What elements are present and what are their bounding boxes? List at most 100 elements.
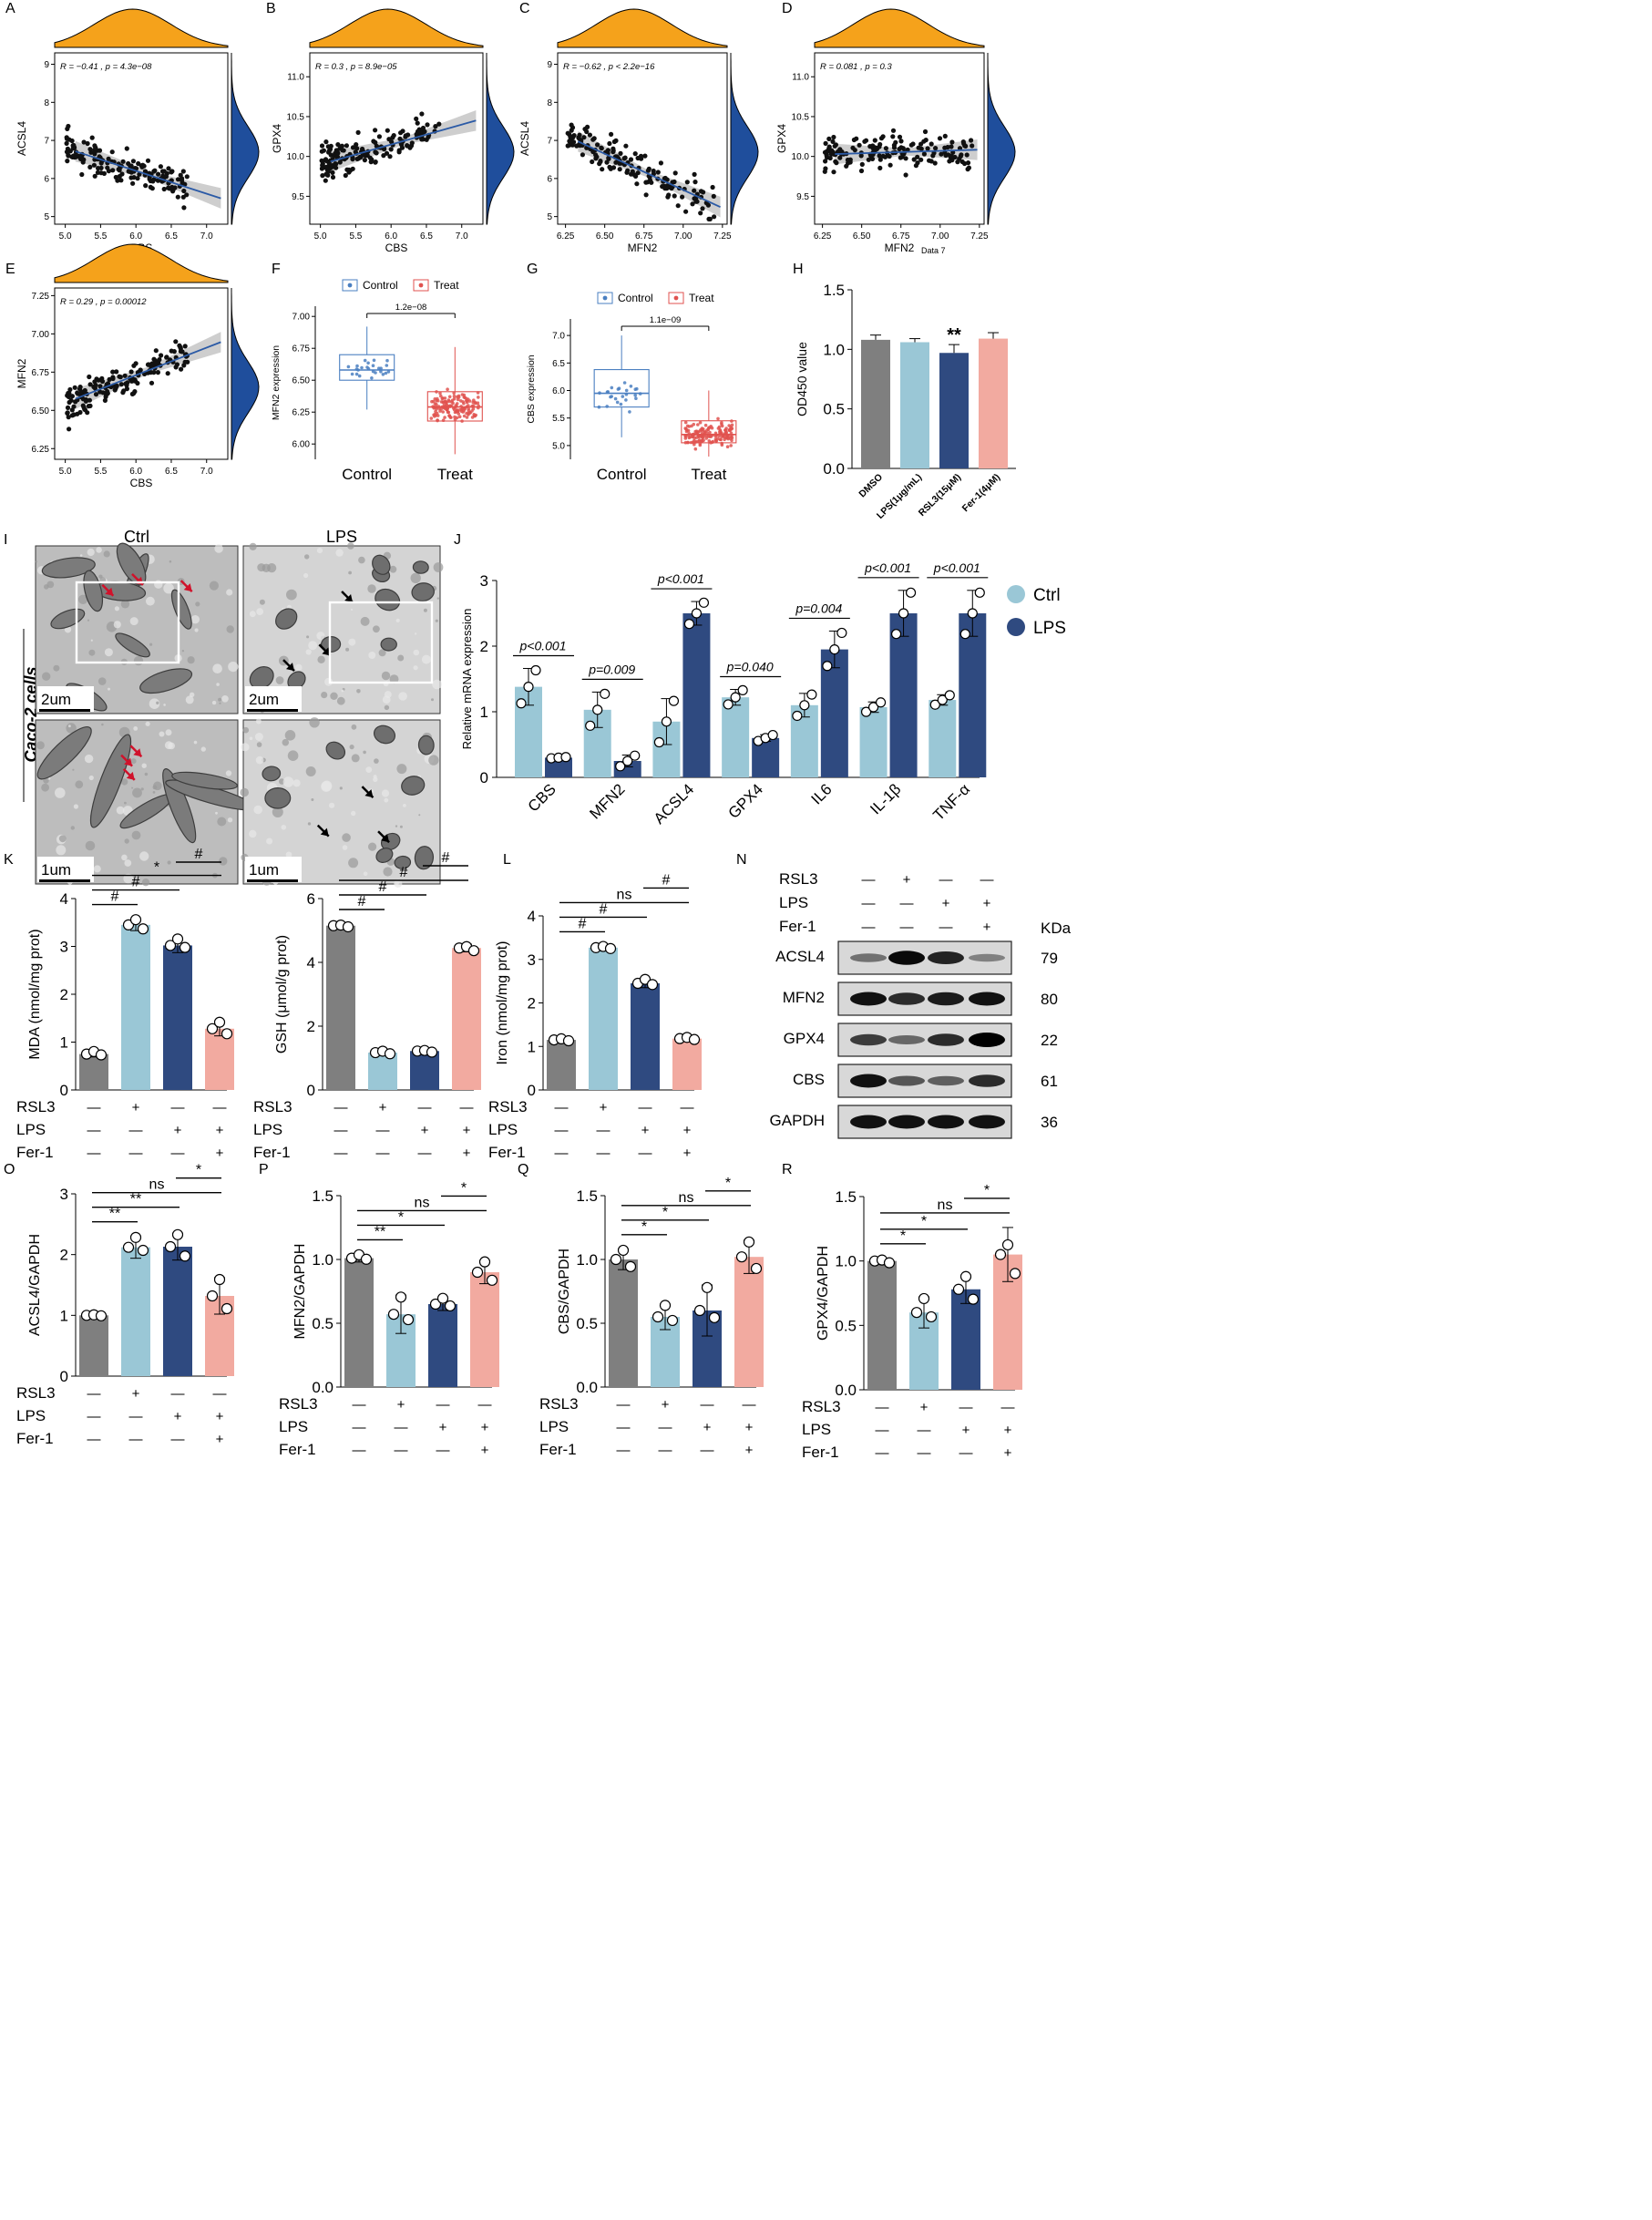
x-tick-label-b-1: 5.5 [349, 231, 362, 242]
mitochondrion [139, 668, 193, 694]
em-texture [368, 842, 377, 851]
em-texture [249, 829, 257, 838]
treatment-mark-m: — [418, 1146, 432, 1161]
replicate-point-j [767, 729, 778, 741]
x-tick-label-b-3: 6.5 [420, 231, 433, 242]
treatment-mark-k: + [174, 1123, 182, 1138]
x-category-label-j-0: CBS [525, 780, 559, 815]
scatter-point [711, 193, 716, 199]
em-texture [345, 647, 350, 652]
panel-letter-q: Q [518, 1162, 528, 1177]
scatter-point [922, 128, 929, 135]
box-point [385, 364, 389, 367]
treatment-mark-o: — [87, 1432, 101, 1447]
em-texture [348, 638, 356, 646]
scatter-point [165, 371, 170, 376]
box-point [453, 410, 457, 415]
em-zoom-box [328, 601, 434, 684]
scatter-point [182, 344, 188, 349]
box-point [708, 430, 712, 435]
y-axis-label-c: ACSL4 [518, 121, 531, 156]
x-tick-label-a-2: 6.0 [129, 231, 142, 242]
em-texture [351, 810, 356, 817]
bar-o-2 [163, 1247, 192, 1376]
y-tick-label-m-0: 0 [307, 1082, 315, 1099]
scatter-point [330, 170, 335, 175]
replicate-point-k [206, 1023, 219, 1034]
scatter-point [577, 132, 582, 138]
treatment-label-l-2: Fer-1 [488, 1144, 526, 1161]
scatter-point [632, 151, 638, 157]
scatter-point [91, 162, 97, 168]
scatter-point [590, 137, 596, 142]
treatment-mark-r: — [918, 1423, 931, 1438]
box-point [436, 418, 439, 423]
scatter-point [600, 167, 605, 172]
box-point [455, 405, 458, 408]
scatter-point [135, 176, 140, 181]
box-point [695, 436, 699, 439]
replicate-point-j [661, 716, 672, 727]
x-tick-label-c-2: 6.75 [635, 231, 653, 242]
box-point [713, 434, 718, 438]
treatment-label-r-1: LPS [802, 1421, 831, 1438]
scatter-point [872, 145, 878, 151]
bar-j-ctrl-5 [859, 706, 888, 777]
wb-band [928, 1115, 964, 1129]
scatter-point [624, 170, 630, 175]
scatter-point [918, 141, 924, 147]
em-texture [363, 871, 368, 877]
replicate-point-r [925, 1310, 938, 1323]
scatter-point [371, 139, 376, 144]
box-point [465, 416, 469, 419]
em-texture [285, 851, 292, 858]
scatter-point [102, 397, 108, 403]
box-point [613, 396, 618, 401]
wb-band [969, 953, 1005, 962]
scatter-point [645, 168, 652, 173]
box-point [615, 400, 620, 405]
box-point [717, 425, 722, 429]
scatter-point [376, 134, 382, 139]
replicate-point-j [592, 704, 603, 715]
wb-strip-gapdh [837, 1105, 1012, 1139]
replicate-point-o [213, 1273, 226, 1286]
wb-kda-header: KDa [1041, 920, 1072, 937]
scatter-point [594, 154, 600, 159]
scatter-point [373, 159, 378, 165]
em-texture [336, 696, 345, 705]
scatter-point [630, 169, 635, 174]
significance-label-m-3: # [442, 850, 450, 866]
wb-kda-0: 79 [1041, 950, 1058, 967]
y-tick-label-k-4: 4 [60, 890, 68, 908]
wb-kda-1: 80 [1041, 991, 1058, 1008]
replicate-point-k [221, 1028, 233, 1040]
legend-label-f-1: Treat [434, 279, 459, 292]
legend-dot-f-0 [347, 283, 353, 288]
y-axis-label-e: MFN2 [15, 358, 28, 388]
scatter-point [900, 146, 906, 151]
em-texture [349, 745, 354, 750]
em-texture [348, 858, 359, 868]
treatment-mark-r: + [1004, 1423, 1012, 1438]
em-texture [226, 625, 234, 633]
box-point [690, 424, 693, 428]
replicate-point-p [444, 1300, 457, 1312]
bar-p-2 [428, 1304, 457, 1387]
scatter-point [617, 160, 622, 166]
em-image-lps-top: 2um [242, 542, 444, 714]
scatter-point [157, 357, 162, 363]
panel-letter-d: D [782, 1, 793, 16]
pvalue-label-j-1: p=0.009 [588, 662, 635, 676]
scatter-point [89, 135, 95, 140]
wb-band [888, 992, 925, 1005]
box-point [441, 418, 446, 423]
significance-label-l-3: # [662, 872, 671, 888]
em-texture [141, 879, 150, 887]
y-tick-label-r-1: 0.5 [835, 1317, 857, 1334]
scatter-point [319, 143, 325, 149]
box-point [686, 440, 690, 445]
em-texture [70, 826, 76, 830]
scale-bar-background [37, 686, 94, 712]
x-category-label-j-1: MFN2 [586, 780, 628, 822]
